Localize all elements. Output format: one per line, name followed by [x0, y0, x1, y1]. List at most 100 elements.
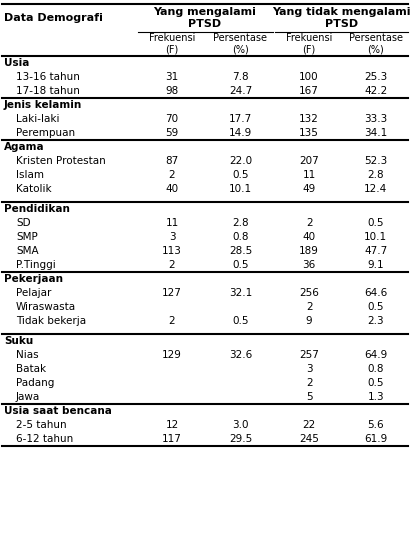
Text: 49: 49 [302, 184, 316, 194]
Text: Pelajar: Pelajar [16, 288, 51, 298]
Text: 7.8: 7.8 [232, 72, 249, 82]
Text: 0.5: 0.5 [367, 218, 384, 228]
Text: Frekuensi
(F): Frekuensi (F) [286, 33, 332, 55]
Text: Suku: Suku [4, 336, 33, 346]
Text: P.Tinggi: P.Tinggi [16, 260, 56, 270]
Text: 52.3: 52.3 [364, 156, 388, 166]
Text: Data Demografi: Data Demografi [4, 13, 103, 23]
Text: Perempuan: Perempuan [16, 128, 75, 138]
Text: Agama: Agama [4, 142, 45, 152]
Text: Pekerjaan: Pekerjaan [4, 274, 63, 284]
Text: 5: 5 [306, 392, 312, 402]
Text: 31: 31 [165, 72, 179, 82]
Text: 1.3: 1.3 [367, 392, 384, 402]
Text: 257: 257 [299, 350, 319, 360]
Text: 135: 135 [299, 128, 319, 138]
Text: 2: 2 [169, 316, 175, 326]
Text: 12: 12 [165, 420, 179, 430]
Text: 28.5: 28.5 [229, 246, 252, 256]
Text: 11: 11 [165, 218, 179, 228]
Text: 117: 117 [162, 434, 182, 444]
Text: 32.6: 32.6 [229, 350, 252, 360]
Text: 113: 113 [162, 246, 182, 256]
Text: 2: 2 [306, 378, 312, 388]
Text: 14.9: 14.9 [229, 128, 252, 138]
Text: Persentase
(%): Persentase (%) [349, 33, 403, 55]
Text: 0.5: 0.5 [232, 170, 249, 180]
Text: 32.1: 32.1 [229, 288, 252, 298]
Text: Wiraswasta: Wiraswasta [16, 302, 76, 312]
Text: 9: 9 [306, 316, 312, 326]
Text: 5.6: 5.6 [367, 420, 384, 430]
Text: 3.0: 3.0 [232, 420, 249, 430]
Text: 0.5: 0.5 [232, 260, 249, 270]
Text: SMA: SMA [16, 246, 39, 256]
Text: 0.8: 0.8 [232, 232, 249, 242]
Text: Katolik: Katolik [16, 184, 52, 194]
Text: 2.3: 2.3 [367, 316, 384, 326]
Text: Jawa: Jawa [16, 392, 40, 402]
Text: Tidak bekerja: Tidak bekerja [16, 316, 86, 326]
Text: 87: 87 [165, 156, 179, 166]
Text: 3: 3 [306, 364, 312, 374]
Text: Batak: Batak [16, 364, 46, 374]
Text: SD: SD [16, 218, 31, 228]
Text: Islam: Islam [16, 170, 44, 180]
Text: 245: 245 [299, 434, 319, 444]
Text: Nias: Nias [16, 350, 39, 360]
Text: 22: 22 [302, 420, 316, 430]
Text: 2: 2 [169, 260, 175, 270]
Text: Kristen Protestan: Kristen Protestan [16, 156, 106, 166]
Text: Pendidikan: Pendidikan [4, 204, 70, 214]
Text: 10.1: 10.1 [364, 232, 387, 242]
Text: 189: 189 [299, 246, 319, 256]
Text: 11: 11 [302, 170, 316, 180]
Text: 9.1: 9.1 [367, 260, 384, 270]
Text: Usia saat bencana: Usia saat bencana [4, 406, 112, 416]
Text: 10.1: 10.1 [229, 184, 252, 194]
Text: Persentase
(%): Persentase (%) [213, 33, 268, 55]
Text: Jenis kelamin: Jenis kelamin [4, 100, 82, 110]
Text: 22.0: 22.0 [229, 156, 252, 166]
Text: 29.5: 29.5 [229, 434, 252, 444]
Text: 2: 2 [306, 302, 312, 312]
Text: 3: 3 [169, 232, 175, 242]
Text: 40: 40 [166, 184, 178, 194]
Text: 34.1: 34.1 [364, 128, 388, 138]
Text: 24.7: 24.7 [229, 86, 252, 96]
Text: 17-18 tahun: 17-18 tahun [16, 86, 80, 96]
Text: 64.9: 64.9 [364, 350, 388, 360]
Text: 6-12 tahun: 6-12 tahun [16, 434, 73, 444]
Text: 42.2: 42.2 [364, 86, 388, 96]
Text: 36: 36 [302, 260, 316, 270]
Text: Laki-laki: Laki-laki [16, 114, 60, 124]
Text: 64.6: 64.6 [364, 288, 388, 298]
Text: 129: 129 [162, 350, 182, 360]
Text: 2: 2 [306, 218, 312, 228]
Text: 0.8: 0.8 [367, 364, 384, 374]
Text: 2.8: 2.8 [367, 170, 384, 180]
Text: 2-5 tahun: 2-5 tahun [16, 420, 67, 430]
Text: 0.5: 0.5 [367, 378, 384, 388]
Text: 25.3: 25.3 [364, 72, 388, 82]
Text: Yang mengalami
PTSD: Yang mengalami PTSD [153, 7, 256, 29]
Text: 207: 207 [299, 156, 319, 166]
Text: 0.5: 0.5 [367, 302, 384, 312]
Text: 40: 40 [302, 232, 316, 242]
Text: 33.3: 33.3 [364, 114, 388, 124]
Text: 13-16 tahun: 13-16 tahun [16, 72, 80, 82]
Text: 98: 98 [165, 86, 179, 96]
Text: Frekuensi
(F): Frekuensi (F) [149, 33, 195, 55]
Text: 2.8: 2.8 [232, 218, 249, 228]
Text: SMP: SMP [16, 232, 38, 242]
Text: 256: 256 [299, 288, 319, 298]
Text: 100: 100 [299, 72, 319, 82]
Text: 0.5: 0.5 [232, 316, 249, 326]
Text: 127: 127 [162, 288, 182, 298]
Text: 61.9: 61.9 [364, 434, 388, 444]
Text: Padang: Padang [16, 378, 54, 388]
Text: 2: 2 [169, 170, 175, 180]
Text: 12.4: 12.4 [364, 184, 388, 194]
Text: 47.7: 47.7 [364, 246, 388, 256]
Text: Usia: Usia [4, 58, 30, 68]
